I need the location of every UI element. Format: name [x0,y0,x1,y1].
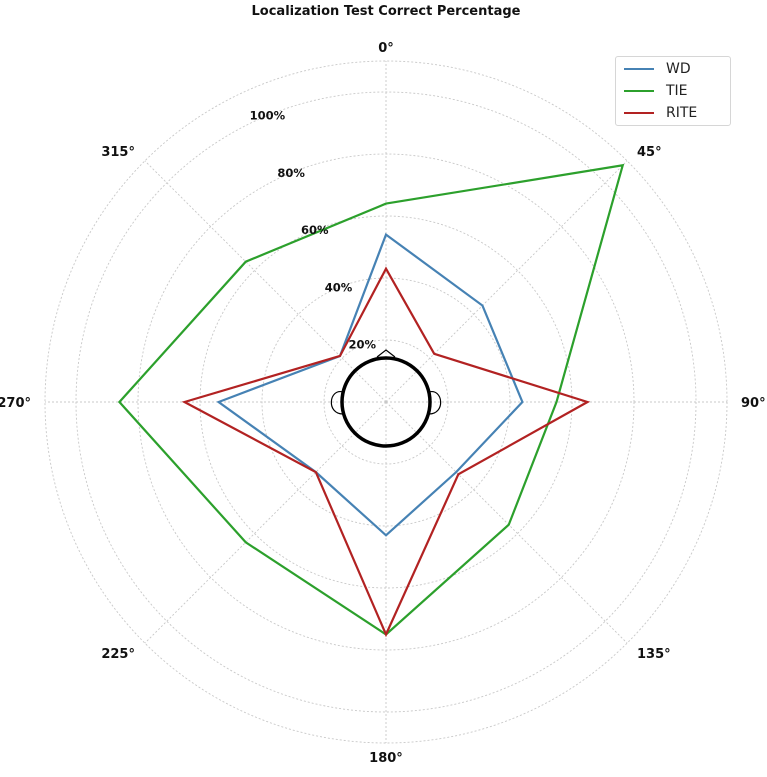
legend-entry-rite: RITE [624,102,697,124]
angle-label-2: 90° [741,396,766,411]
legend-label-rite: RITE [666,105,698,121]
radial-tick-label-4: 100% [250,109,286,123]
radial-tick-label-3: 80% [277,166,305,180]
angle-label-4: 180° [369,751,403,766]
grid-spoke [144,160,387,403]
head-icon [330,349,442,448]
angle-label-3: 135° [637,647,671,662]
angle-label-6: 270° [0,396,31,411]
angle-label-0: 0° [378,41,394,56]
legend-entry-wd: WD [624,58,691,80]
left-ear-shape [330,391,344,415]
grid-spoke [385,160,628,403]
radial-tick-label-1: 40% [325,280,353,294]
radial-tick-label-0: 20% [349,338,377,352]
right-ear-shape [428,391,442,415]
legend-swatch-wd [624,68,654,70]
grid-spoke [385,401,628,644]
radial-tick-label-2: 60% [301,223,329,237]
label-layer: 0° 45° 90° 135° 180° 225° 270° 315° 20% 40% 60% 80%… [0,41,766,766]
angle-label-5: 225° [101,647,135,662]
grid-spoke [144,401,387,644]
legend: WD TIE RITE [615,56,731,126]
polar-grid [44,60,728,744]
nose-shape [376,349,396,358]
legend-label-wd: WD [666,61,691,77]
head-outline [340,356,432,448]
chart-title: Localization Test Correct Percentage [252,4,521,19]
legend-entry-tie: TIE [624,80,688,102]
angle-label-1: 45° [637,145,662,160]
legend-swatch-rite [624,112,654,114]
angle-label-7: 315° [101,145,135,160]
legend-swatch-tie [624,90,654,92]
series-layer [117,163,625,638]
legend-label-tie: TIE [666,83,688,99]
